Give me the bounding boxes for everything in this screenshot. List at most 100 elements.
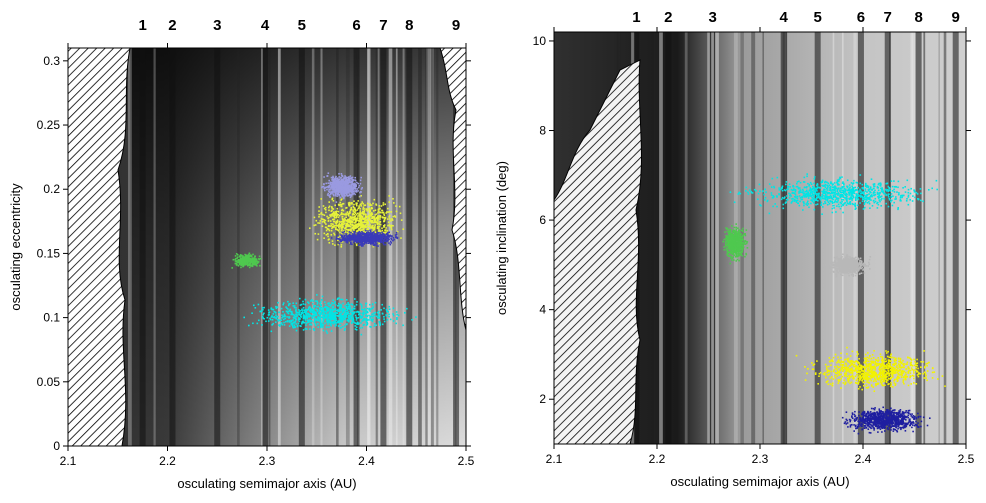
asteroid-point bbox=[805, 196, 808, 198]
asteroid-point bbox=[864, 190, 867, 192]
asteroid-point bbox=[363, 212, 365, 214]
asteroid-point bbox=[351, 183, 354, 186]
asteroid-point bbox=[890, 200, 892, 203]
asteroid-point bbox=[256, 265, 258, 267]
asteroid-point bbox=[341, 208, 344, 211]
asteroid-point bbox=[853, 179, 855, 182]
asteroid-point bbox=[251, 263, 254, 266]
asteroid-point bbox=[335, 216, 338, 219]
asteroid-point bbox=[288, 303, 290, 305]
asteroid-point bbox=[367, 233, 370, 236]
asteroid-point bbox=[369, 204, 372, 206]
asteroid-point bbox=[301, 310, 304, 312]
asteroid-point bbox=[249, 261, 252, 264]
asteroid-point bbox=[893, 188, 895, 191]
asteroid-point bbox=[352, 184, 355, 187]
asteroid-point bbox=[368, 209, 370, 211]
asteroid-point bbox=[253, 260, 256, 262]
asteroid-point bbox=[815, 198, 818, 200]
asteroid-point bbox=[357, 225, 360, 228]
resonance-stripe bbox=[214, 48, 221, 446]
asteroid-point bbox=[332, 182, 334, 184]
asteroid-point bbox=[370, 243, 372, 245]
asteroid-point bbox=[306, 309, 308, 311]
asteroid-point bbox=[283, 315, 285, 318]
asteroid-point bbox=[802, 188, 804, 191]
asteroid-point bbox=[861, 183, 864, 186]
asteroid-point bbox=[379, 211, 381, 213]
asteroid-point bbox=[308, 316, 310, 318]
asteroid-point bbox=[735, 256, 737, 258]
asteroid-point bbox=[312, 328, 315, 330]
asteroid-point bbox=[366, 319, 368, 321]
asteroid-point bbox=[377, 226, 379, 228]
asteroid-point bbox=[368, 218, 370, 221]
asteroid-point bbox=[731, 257, 734, 259]
asteroid-point bbox=[301, 312, 304, 314]
asteroid-point bbox=[245, 257, 248, 260]
asteroid-point bbox=[773, 196, 775, 198]
asteroid-point bbox=[344, 227, 347, 230]
asteroid-point bbox=[292, 302, 294, 304]
asteroid-point bbox=[387, 207, 389, 210]
asteroid-point bbox=[381, 209, 383, 212]
asteroid-point bbox=[242, 265, 245, 267]
asteroid-point bbox=[392, 307, 395, 310]
asteroid-point bbox=[379, 324, 381, 326]
asteroid-point bbox=[318, 318, 321, 321]
asteroid-point bbox=[879, 182, 882, 184]
asteroid-point bbox=[318, 319, 320, 322]
asteroid-point bbox=[326, 313, 328, 316]
asteroid-point bbox=[818, 186, 820, 189]
asteroid-point bbox=[255, 260, 257, 262]
asteroid-point bbox=[256, 260, 259, 263]
asteroid-point bbox=[348, 176, 350, 178]
asteroid-point bbox=[832, 204, 834, 207]
asteroid-point bbox=[729, 262, 731, 265]
asteroid-point bbox=[846, 200, 848, 203]
asteroid-point bbox=[330, 314, 332, 316]
asteroid-point bbox=[382, 236, 385, 238]
asteroid-point bbox=[390, 211, 393, 213]
asteroid-point bbox=[878, 192, 881, 195]
asteroid-point bbox=[380, 234, 382, 237]
asteroid-point bbox=[285, 321, 287, 323]
asteroid-point bbox=[852, 183, 854, 185]
asteroid-point bbox=[249, 258, 251, 260]
asteroid-point bbox=[365, 302, 367, 305]
asteroid-point bbox=[332, 188, 334, 191]
asteroid-point bbox=[835, 201, 838, 203]
asteroid-point bbox=[844, 193, 846, 196]
asteroid-point bbox=[356, 188, 359, 190]
asteroid-point bbox=[341, 191, 343, 194]
asteroid-point bbox=[326, 318, 329, 320]
asteroid-point bbox=[373, 236, 376, 239]
asteroid-point bbox=[247, 258, 250, 260]
asteroid-point bbox=[355, 322, 357, 325]
asteroid-point bbox=[334, 316, 336, 318]
asteroid-point bbox=[348, 239, 351, 242]
asteroid-point bbox=[833, 201, 835, 204]
asteroid-point bbox=[316, 305, 318, 308]
asteroid-point bbox=[335, 178, 338, 180]
asteroid-point bbox=[325, 223, 327, 225]
asteroid-point bbox=[366, 216, 368, 218]
asteroid-point bbox=[305, 308, 307, 311]
asteroid-point bbox=[276, 306, 279, 308]
asteroid-point bbox=[325, 229, 328, 232]
asteroid-point bbox=[324, 219, 327, 222]
asteroid-point bbox=[834, 185, 836, 187]
asteroid-point bbox=[271, 308, 274, 311]
asteroid-point bbox=[355, 213, 358, 216]
asteroid-point bbox=[376, 238, 378, 241]
asteroid-point bbox=[330, 220, 332, 222]
asteroid-point bbox=[354, 314, 357, 317]
asteroid-point bbox=[336, 234, 339, 237]
asteroid-point bbox=[739, 247, 742, 250]
asteroid-point bbox=[363, 235, 365, 238]
asteroid-point bbox=[852, 196, 855, 199]
asteroid-point bbox=[386, 239, 388, 241]
asteroid-point bbox=[335, 188, 338, 190]
asteroid-point bbox=[368, 239, 370, 241]
asteroid-point bbox=[349, 243, 352, 245]
